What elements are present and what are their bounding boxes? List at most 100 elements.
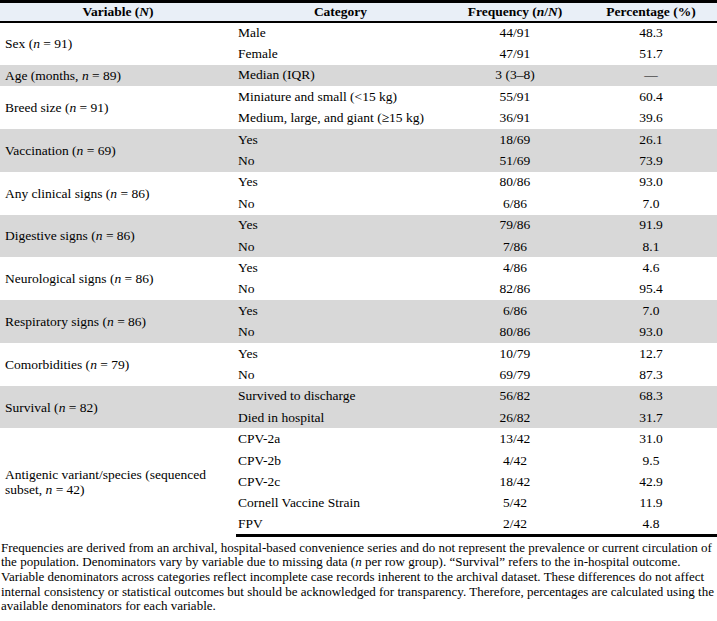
category-cell: CPV-2a (236, 428, 445, 449)
category-cell: No (236, 279, 445, 300)
percentage-cell: 7.0 (585, 300, 717, 321)
variable-cell: Breed size (n = 91) (0, 86, 236, 129)
percentage-cell: 9.5 (585, 450, 717, 471)
table-row: Any clinical signs (n = 86) Yes 80/86 93… (0, 172, 717, 193)
frequency-cell: 55/91 (445, 86, 585, 107)
table-row: Neurological signs (n = 86) Yes 4/86 4.6 (0, 257, 717, 278)
variable-cell: Comorbidities (n = 79) (0, 343, 236, 386)
variable-cell: Age (months, n = 89) (0, 65, 236, 86)
category-cell: Yes (236, 343, 445, 364)
frequency-cell: 13/42 (445, 428, 585, 449)
frequency-cell: 51/69 (445, 150, 585, 171)
table-row: Age (months, n = 89) Median (IQR) 3 (3–8… (0, 65, 717, 86)
category-cell: No (236, 364, 445, 385)
variable-cell: Antigenic variant/species (sequenced sub… (0, 428, 236, 535)
table-row: Sex (n = 91) Male 44/91 48.3 (0, 22, 717, 43)
percentage-cell: 12.7 (585, 343, 717, 364)
frequency-cell: 80/86 (445, 321, 585, 342)
percentage-cell: — (585, 65, 717, 86)
frequency-cell: 2/42 (445, 514, 585, 535)
category-cell: Miniature and small (<15 kg) (236, 86, 445, 107)
column-header-variable: Variable (N) (0, 2, 236, 23)
category-cell: CPV-2b (236, 450, 445, 471)
variable-cell: Sex (n = 91) (0, 22, 236, 65)
frequency-cell: 18/69 (445, 129, 585, 150)
percentage-cell: 73.9 (585, 150, 717, 171)
frequency-cell: 26/82 (445, 407, 585, 428)
percentage-cell: 68.3 (585, 386, 717, 407)
table-row: Breed size (n = 91) Miniature and small … (0, 86, 717, 107)
percentage-cell: 31.0 (585, 428, 717, 449)
category-cell: CPV-2c (236, 471, 445, 492)
summary-table: Variable (N) Category Frequency (n/N) Pe… (0, 0, 717, 537)
category-cell: Survived to discharge (236, 386, 445, 407)
category-cell: No (236, 236, 445, 257)
category-cell: Female (236, 43, 445, 64)
table-row: Respiratory signs (n = 86) Yes 6/86 7.0 (0, 300, 717, 321)
percentage-cell: 39.6 (585, 108, 717, 129)
percentage-cell: 4.6 (585, 257, 717, 278)
frequency-cell: 69/79 (445, 364, 585, 385)
variable-cell: Neurological signs (n = 86) (0, 257, 236, 300)
category-cell: Yes (236, 215, 445, 236)
frequency-cell: 82/86 (445, 279, 585, 300)
percentage-cell: 11.9 (585, 493, 717, 514)
frequency-cell: 10/79 (445, 343, 585, 364)
variable-cell: Digestive signs (n = 86) (0, 215, 236, 258)
frequency-cell: 44/91 (445, 22, 585, 43)
column-header-percentage: Percentage (%) (585, 2, 717, 23)
frequency-cell: 56/82 (445, 386, 585, 407)
frequency-cell: 47/91 (445, 43, 585, 64)
table-row: Survival (n = 82) Survived to discharge … (0, 386, 717, 407)
variable-cell: Vaccination (n = 69) (0, 129, 236, 172)
percentage-cell: 51.7 (585, 43, 717, 64)
variable-cell: Any clinical signs (n = 86) (0, 172, 236, 215)
category-cell: No (236, 150, 445, 171)
header-row: Variable (N) Category Frequency (n/N) Pe… (0, 2, 717, 23)
table-figure: Variable (N) Category Frequency (n/N) Pe… (0, 0, 717, 614)
frequency-cell: 18/42 (445, 471, 585, 492)
percentage-cell: 4.8 (585, 514, 717, 535)
percentage-cell: 91.9 (585, 215, 717, 236)
frequency-cell: 36/91 (445, 108, 585, 129)
category-cell: Yes (236, 129, 445, 150)
percentage-cell: 93.0 (585, 321, 717, 342)
percentage-cell: 26.1 (585, 129, 717, 150)
category-cell: Male (236, 22, 445, 43)
category-cell: Medium, large, and giant (≥15 kg) (236, 108, 445, 129)
category-cell: Yes (236, 172, 445, 193)
frequency-cell: 6/86 (445, 300, 585, 321)
category-cell: No (236, 193, 445, 214)
frequency-cell: 6/86 (445, 193, 585, 214)
frequency-cell: 79/86 (445, 215, 585, 236)
percentage-cell: 42.9 (585, 471, 717, 492)
category-cell: FPV (236, 514, 445, 535)
category-cell: Cornell Vaccine Strain (236, 493, 445, 514)
table-row: Digestive signs (n = 86) Yes 79/86 91.9 (0, 215, 717, 236)
frequency-cell: 3 (3–8) (445, 65, 585, 86)
table-row: Vaccination (n = 69) Yes 18/69 26.1 (0, 129, 717, 150)
percentage-cell: 60.4 (585, 86, 717, 107)
column-header-frequency: Frequency (n/N) (445, 2, 585, 23)
variable-cell: Survival (n = 82) (0, 386, 236, 429)
percentage-cell: 7.0 (585, 193, 717, 214)
percentage-cell: 87.3 (585, 364, 717, 385)
percentage-cell: 31.7 (585, 407, 717, 428)
percentage-cell: 48.3 (585, 22, 717, 43)
category-cell: No (236, 321, 445, 342)
frequency-cell: 80/86 (445, 172, 585, 193)
column-header-category: Category (236, 2, 445, 23)
frequency-cell: 4/42 (445, 450, 585, 471)
percentage-cell: 8.1 (585, 236, 717, 257)
percentage-cell: 95.4 (585, 279, 717, 300)
frequency-cell: 7/86 (445, 236, 585, 257)
percentage-cell: 93.0 (585, 172, 717, 193)
category-cell: Median (IQR) (236, 65, 445, 86)
table-row: Antigenic variant/species (sequenced sub… (0, 428, 717, 449)
frequency-cell: 4/86 (445, 257, 585, 278)
table-footnote: Frequencies are derived from an archival… (0, 537, 717, 614)
frequency-cell: 5/42 (445, 493, 585, 514)
table-row: Comorbidities (n = 79) Yes 10/79 12.7 (0, 343, 717, 364)
category-cell: Died in hospital (236, 407, 445, 428)
category-cell: Yes (236, 300, 445, 321)
